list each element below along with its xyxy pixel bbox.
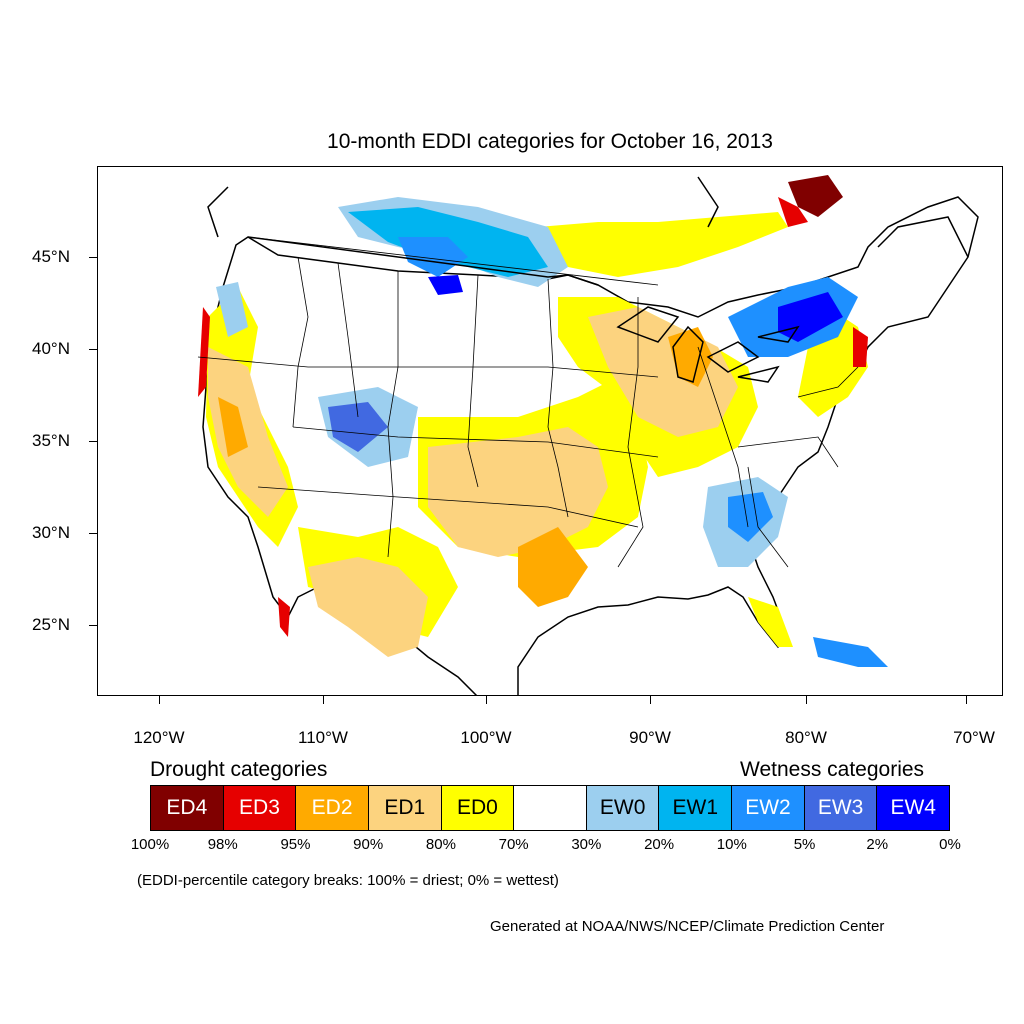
ed3-west-coast [198, 307, 210, 397]
map-title: 10-month EDDI categories for October 16,… [327, 130, 773, 153]
legend-cell-ew1: EW1 [659, 786, 733, 830]
map-panel [97, 166, 1003, 696]
ew2-colorado [328, 402, 388, 452]
percent-break-label: 80% [425, 836, 456, 853]
ed3-ontario [778, 197, 808, 227]
lat-tick [89, 257, 97, 258]
ed-severe-areas [198, 175, 868, 637]
ed1-texas [428, 427, 608, 557]
lat-tick [89, 625, 97, 626]
legend-cell-ed3: ED3 [223, 786, 297, 830]
lon-label-90: 90°W [629, 728, 671, 747]
ed2-texas [518, 527, 588, 607]
ew1-cuba [813, 637, 888, 667]
ed1-southwest [308, 557, 428, 657]
lat-label-25: 25°N [32, 615, 70, 634]
ed3-northeast [853, 327, 868, 367]
lon-label-70: 70°W [953, 728, 995, 747]
ed0-north [538, 212, 788, 277]
lat-tick [89, 533, 97, 534]
credit-line: Generated at NOAA/NWS/NCEP/Climate Predi… [490, 918, 885, 935]
percent-break-label: 70% [498, 836, 529, 853]
percent-break-label: 100% [130, 836, 170, 853]
ed2-michigan [668, 327, 713, 387]
wetness-categories-title: Wetness categories [740, 758, 925, 781]
lon-tick [966, 696, 967, 704]
lon-tick [486, 696, 487, 704]
lat-label-45: 45°N [32, 247, 70, 266]
ed1-california [208, 347, 288, 517]
lon-tick [806, 696, 807, 704]
break-note: (EDDI-percentile category breaks: 100% =… [137, 872, 559, 889]
ed3-baja [278, 597, 290, 637]
lat-tick [89, 349, 97, 350]
ed2-areas [218, 327, 713, 607]
percent-break-label: 10% [716, 836, 747, 853]
lon-label-80: 80°W [785, 728, 827, 747]
legend-cell-ed0: ED0 [441, 786, 515, 830]
state-borders [197, 236, 859, 568]
lat-label-30: 30°N [32, 523, 70, 542]
ew0-pacific-nw [216, 282, 248, 337]
lon-tick [323, 696, 324, 704]
percent-break-label: 30% [571, 836, 602, 853]
lon-label-110: 110°W [298, 728, 348, 747]
ew4-ontario [778, 292, 843, 342]
legend-cell-ew4: EW4 [877, 786, 950, 830]
wetness-areas [216, 197, 888, 667]
legend-bar: ED4 ED3 ED2 ED1 ED0 EW0 EW1 EW2 EW3 EW4 [150, 785, 950, 831]
legend-cell-ed2: ED2 [296, 786, 369, 830]
legend-cell-ew3: EW3 [804, 786, 878, 830]
legend-cell-normal [514, 786, 587, 830]
ew4-montana [428, 275, 463, 295]
legend-cell-ed4: ED4 [151, 786, 224, 830]
lat-label-35: 35°N [32, 431, 70, 450]
lat-tick [89, 441, 97, 442]
legend-cell-ed1: ED1 [368, 786, 442, 830]
percent-break-label: 98% [207, 836, 238, 853]
lat-label-40: 40°N [32, 339, 70, 358]
ew2-montana [398, 237, 468, 277]
drought-categories-title: Drought categories [150, 758, 328, 781]
borders-lakes [207, 176, 969, 383]
percent-break-label: 90% [353, 836, 384, 853]
lon-label-120: 120°W [133, 728, 185, 747]
percent-break-label: 95% [280, 836, 311, 853]
lon-tick [159, 696, 160, 704]
ed0-florida [748, 597, 793, 647]
percent-break-label: 0% [939, 836, 961, 853]
eddi-map [197, 175, 979, 695]
percent-break-label: 5% [793, 836, 816, 853]
legend-cell-ew2: EW2 [732, 786, 805, 830]
ed2-west [218, 397, 248, 457]
ew2-southeast [728, 492, 773, 542]
legend-cell-ew0: EW0 [586, 786, 660, 830]
percent-break-label: 2% [866, 836, 889, 853]
lon-label-100: 100°W [460, 728, 512, 747]
lon-tick [650, 696, 651, 704]
percent-break-label: 20% [644, 836, 675, 853]
ed4-ontario [788, 175, 843, 217]
